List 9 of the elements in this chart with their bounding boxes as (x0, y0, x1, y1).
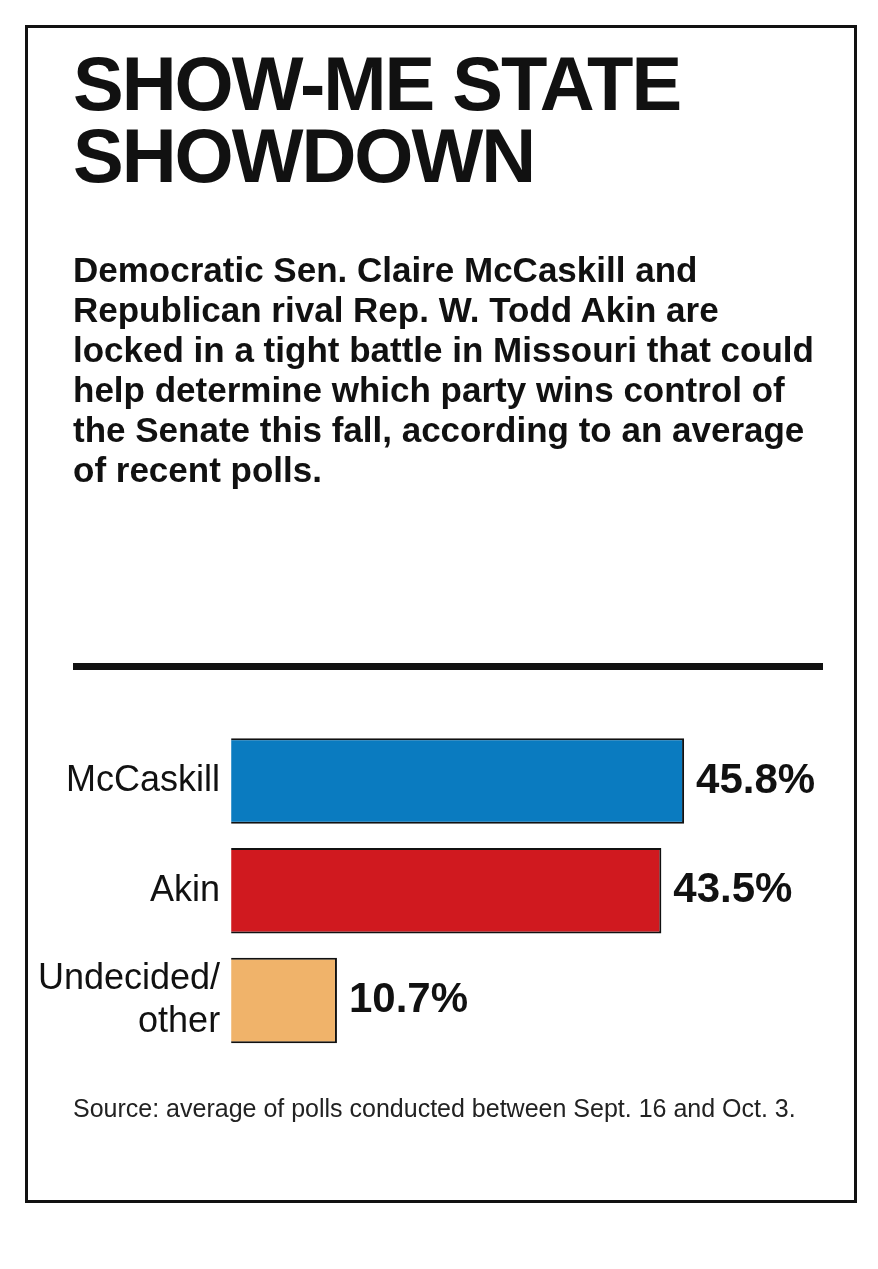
y-tick-label: Akin (150, 867, 221, 909)
y-tick-label: Undecided/other (37, 955, 221, 1041)
data-label: 43.5% (673, 864, 793, 912)
data-label: 10.7% (348, 974, 469, 1022)
y-tick-label: McCaskill (66, 757, 221, 799)
data-label: 45.8% (696, 754, 816, 802)
source-note: Source: average of polls conducted between Sept. 16 and Oct. 3. (73, 1093, 797, 1123)
chart-title: SHOW-ME STATE SHOWDOWN (73, 41, 682, 198)
chart-subtitle: Democratic Sen. Claire McCaskill and Republican rival Rep. W. Todd Akin are locked in a tight battle in Missouri that could help determine which party wins control of the Senate this fall, according to an average of recent polls. (73, 250, 815, 490)
